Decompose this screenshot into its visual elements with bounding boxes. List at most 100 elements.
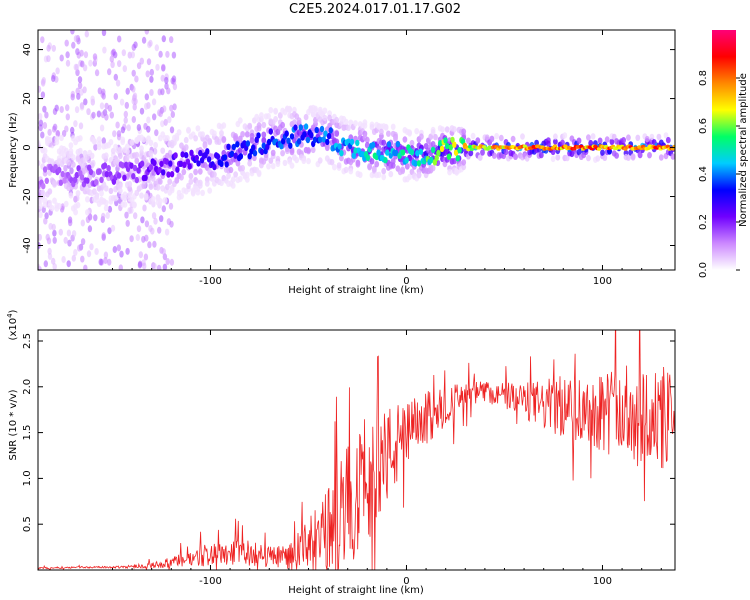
spectrogram-cell bbox=[87, 225, 93, 233]
spectrogram-cell bbox=[104, 113, 109, 121]
spectrogram-cell bbox=[44, 111, 49, 119]
spectrogram-cell bbox=[157, 178, 163, 185]
spectrogram-cell bbox=[42, 166, 48, 173]
spectrogram-cell bbox=[461, 159, 467, 166]
spectrogram-cell bbox=[303, 123, 309, 130]
spectrogram-cell bbox=[88, 168, 94, 176]
spectrogram-cell bbox=[513, 153, 518, 160]
spectrogram-cell bbox=[148, 150, 154, 157]
spectrogram-cell bbox=[80, 219, 86, 227]
spectrogram-cell bbox=[206, 156, 212, 163]
spectrogram-cell bbox=[142, 262, 147, 270]
spectrogram-cell bbox=[576, 149, 582, 156]
spectrogram-cell bbox=[298, 124, 303, 131]
spectrogram-cell bbox=[132, 103, 137, 111]
spectrogram-cell bbox=[148, 183, 154, 190]
spectrogram-cell bbox=[452, 141, 457, 148]
spectrogram-cell bbox=[123, 116, 128, 124]
snr-x-tick-label: 0 bbox=[403, 576, 409, 587]
spectrogram-cell bbox=[586, 134, 591, 141]
spectrogram-cell bbox=[40, 36, 45, 44]
spectrogram-cell bbox=[237, 117, 243, 124]
spectrogram-cell bbox=[124, 101, 129, 109]
spectrogram-cell bbox=[54, 104, 59, 112]
spectrogram-cell bbox=[101, 212, 106, 220]
spectrogram-cell bbox=[103, 204, 109, 212]
spectrogram-cell bbox=[73, 120, 78, 128]
spectrogram-cell bbox=[141, 235, 146, 243]
spectrogram-cell bbox=[381, 173, 387, 181]
spectrogram-cell bbox=[83, 51, 89, 59]
spectrogram-cell bbox=[196, 160, 201, 167]
spectrogram-cell bbox=[46, 55, 51, 63]
page-title: C2E5.2024.017.01.17.G02 bbox=[288, 2, 462, 17]
spectrogram-cell bbox=[155, 184, 161, 191]
spectrogram-cell bbox=[71, 41, 76, 49]
spectrogram-cell bbox=[169, 104, 174, 112]
spectrogram-cell bbox=[46, 44, 51, 52]
snr-x-axis-label: Height of straight line (km) bbox=[288, 585, 424, 596]
spectrogram-cell bbox=[84, 30, 90, 38]
spectrogram-x-axis-label: Height of straight line (km) bbox=[288, 285, 424, 296]
spectrogram-cell bbox=[160, 120, 165, 128]
spectrogram-cell bbox=[124, 211, 129, 219]
spectrogram-cell bbox=[270, 149, 276, 156]
spectrogram-cell bbox=[125, 247, 130, 255]
spectrogram-cell bbox=[112, 130, 117, 138]
spectrogram-cell bbox=[204, 180, 210, 187]
spectrogram-cell bbox=[172, 103, 177, 111]
spectrogram-cell bbox=[169, 187, 175, 194]
spectrogram-cell bbox=[85, 196, 90, 203]
spectrogram-cell bbox=[430, 146, 436, 153]
spectrogram-cell bbox=[226, 143, 231, 150]
spectrogram-cell bbox=[336, 162, 342, 169]
spectrogram-cell bbox=[418, 148, 423, 155]
spectrogram-cell bbox=[85, 177, 90, 184]
spectrogram-cell bbox=[158, 50, 163, 58]
spectrogram-cell bbox=[70, 154, 76, 161]
spectrogram-cell bbox=[187, 163, 192, 170]
spectrogram-cell bbox=[221, 136, 227, 144]
spectrogram-cell bbox=[116, 172, 122, 179]
spectrogram-cell bbox=[131, 69, 136, 77]
spectrogram-cell bbox=[447, 169, 452, 176]
spectrogram-cell bbox=[280, 150, 285, 157]
spectrogram-cell bbox=[146, 58, 152, 66]
spectrogram-cell bbox=[75, 190, 81, 197]
spectrogram-cell bbox=[294, 156, 300, 164]
spectrogram-cell bbox=[165, 50, 170, 58]
spectrogram-cell bbox=[60, 170, 65, 178]
spectrogram-cell bbox=[83, 98, 88, 106]
spectrogram-cell bbox=[265, 143, 270, 151]
spectrogram-cell bbox=[75, 69, 80, 77]
spectrogram-cell bbox=[117, 146, 123, 153]
colorbar-tick-label: 0.0 bbox=[698, 262, 709, 278]
spectrogram-ticks: -100 0 100 40 20 0 -20 -40 bbox=[22, 30, 675, 287]
spectrogram-cell bbox=[52, 179, 57, 187]
spectrogram-cell bbox=[83, 264, 88, 270]
spectrogram-cell bbox=[86, 250, 92, 258]
spectrogram-cell bbox=[126, 124, 131, 132]
spectrogram-cell bbox=[229, 150, 235, 157]
spectrogram-cell bbox=[93, 214, 98, 222]
spectrogram-cell bbox=[66, 229, 72, 237]
spectrogram-cell bbox=[183, 144, 189, 151]
spectrogram-cell bbox=[237, 175, 243, 183]
spectrogram-cell bbox=[349, 138, 355, 146]
spectrogram-cell bbox=[430, 129, 436, 136]
spectrogram-cell bbox=[165, 152, 170, 160]
spectrogram-cell bbox=[469, 147, 475, 151]
spectrogram-cell bbox=[247, 122, 253, 130]
spectrogram-cell bbox=[47, 199, 53, 206]
spectrogram-cell bbox=[152, 262, 157, 270]
spectrogram-cell bbox=[146, 116, 151, 124]
spectrogram-cell bbox=[313, 105, 318, 113]
spectrogram-cell bbox=[346, 124, 351, 131]
spectrogram-cell bbox=[407, 130, 412, 137]
spectrogram-cell bbox=[51, 44, 56, 52]
spectrogram-cell bbox=[63, 200, 69, 208]
spectrogram-cell bbox=[334, 116, 340, 124]
spectrogram-cell bbox=[166, 171, 171, 178]
spectrogram-cell bbox=[111, 48, 116, 56]
spectrogram-cell bbox=[228, 166, 234, 174]
